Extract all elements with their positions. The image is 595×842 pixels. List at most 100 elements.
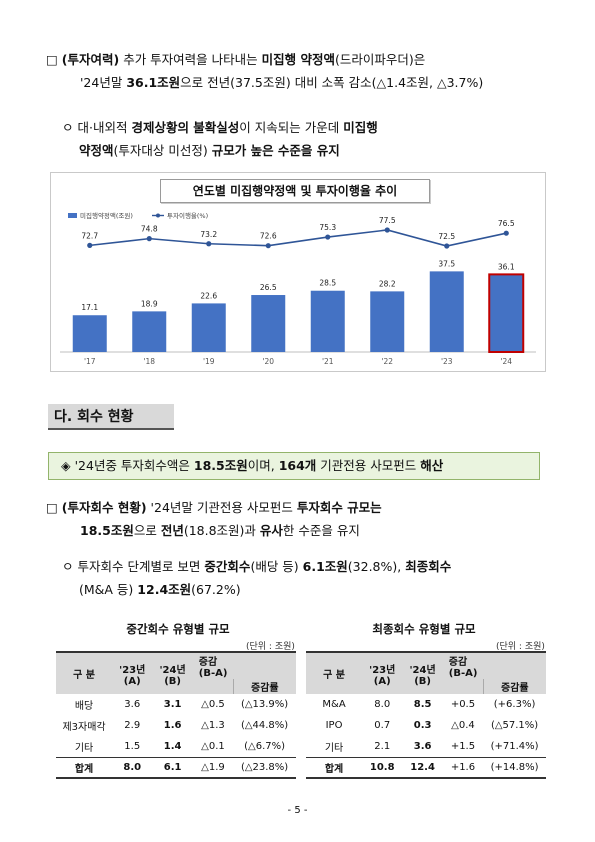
- table-cell-a: 2.1: [374, 740, 391, 752]
- header-2024: '24년 (B): [152, 651, 193, 694]
- legend-line-marker: [156, 213, 160, 218]
- text: (M&A 등): [79, 582, 138, 597]
- circle-marker: ㅇ: [62, 120, 74, 135]
- table-row: 배당 3.6 3.1 △0.5 (△13.9%): [56, 694, 296, 715]
- bar-4: [310, 290, 345, 352]
- header-2023: '23년 (A): [112, 651, 153, 694]
- table-cell-b: 8.5: [413, 699, 432, 710]
- header-rate: 증감률: [482, 679, 546, 694]
- bold-text: 미집행 약정액: [261, 52, 335, 67]
- line-value-label: 77.5: [379, 216, 396, 225]
- investment-capacity-paragraph: □ (투자여력) 추가 투자여력을 나타내는 미집행 약정액(드라이파우더)은 …: [46, 48, 556, 94]
- bar-value-label: 26.5: [260, 283, 277, 292]
- bold-text: 18.5조원: [80, 523, 134, 538]
- table-cell-b: 1.6: [163, 720, 182, 731]
- dry-powder-chart: 17.1 '17 18.9 '18 22.6 '19 26.5 '20 28.5 '21 28.2 '…: [60, 211, 536, 366]
- total-cell-diff: +1.6: [442, 756, 484, 779]
- text: 추가 투자여력을 나타내는: [119, 52, 262, 67]
- uncertainty-paragraph: ㅇ 대·내외적 경제상황의 불확실성이 지속되는 가운데 미집행 약정액(투자대…: [62, 116, 552, 162]
- text: 한 수준을 유지: [282, 523, 360, 538]
- bar-6: [429, 271, 464, 352]
- bar-value-label: 22.6: [200, 291, 217, 300]
- text: (67.2%): [191, 582, 241, 597]
- interim-recovery-table: 구 분 '23년 (A) '24년 (B) 증감 (B-A) 증감률 배당 3.6…: [56, 651, 296, 779]
- final-recovery-table-title: 최종회수 유형별 규모: [372, 622, 476, 636]
- text: 이며,: [247, 458, 279, 473]
- bar-5: [370, 291, 405, 352]
- section-heading: 다. 회수 현황: [48, 404, 174, 430]
- x-tick-label: '21: [322, 357, 334, 366]
- bold-text: 중간회수: [204, 559, 251, 574]
- circle-marker: ㅇ: [62, 559, 74, 574]
- table-row: IPO 0.7 0.3 △0.4 (△57.1%): [306, 715, 546, 736]
- table-cell-diff: △0.4: [451, 720, 475, 731]
- x-tick-label: '20: [262, 357, 274, 366]
- table-cell-rate: (+71.4%): [490, 740, 539, 752]
- bar-value-label: 36.1: [498, 262, 515, 271]
- text: '24년말 기관전용 사모펀드: [146, 500, 297, 515]
- bold-text: 164개: [278, 458, 317, 473]
- table-row: 제3자매각 2.9 1.6 △1.3 (△44.8%): [56, 715, 296, 736]
- x-tick-label: '18: [143, 357, 155, 366]
- unit-label: (단위 : 조원): [496, 642, 545, 652]
- table-cell-name: 제3자매각: [62, 722, 106, 733]
- bold-text: 36.1조원: [126, 75, 181, 90]
- table-cell-rate: (△57.1%): [490, 720, 539, 731]
- x-tick-label: '23: [441, 357, 453, 366]
- table-cell-diff: △1.3: [201, 720, 225, 731]
- table-cell-rate: (△44.8%): [240, 720, 289, 731]
- line-value-label: 72.7: [81, 231, 98, 240]
- line-point-1: [146, 236, 152, 242]
- bar-value-label: 17.1: [81, 303, 98, 312]
- text: (투자대상 미선정): [113, 143, 212, 158]
- header-spacer: [442, 679, 484, 694]
- line-point-4: [325, 234, 331, 240]
- text: '24년중 투자회수액은: [70, 458, 194, 473]
- line-point-3: [265, 243, 271, 249]
- page-number: - 5 -: [287, 805, 308, 816]
- total-cell-rate: (+14.8%): [483, 756, 546, 779]
- total-cell-rate: (△23.8%): [233, 756, 296, 779]
- line-value-label: 74.8: [141, 225, 158, 234]
- total-cell-b: 6.1: [152, 756, 193, 779]
- bar-value-label: 28.5: [319, 279, 336, 288]
- table-cell-diff: △0.5: [201, 699, 225, 710]
- line-value-label: 72.6: [260, 232, 277, 241]
- x-tick-label: '19: [203, 357, 215, 366]
- table-cell-name: M&A: [322, 699, 346, 710]
- table-cell-rate: (△13.9%): [240, 699, 289, 710]
- chart-title: 연도별 미집행약정액 및 투자이행율 추이: [160, 179, 430, 203]
- text: 으로 전년(37.5조원) 대비 소폭 감소(△1.4조원, △3.7%): [180, 75, 484, 90]
- final-recovery-table: 구 분 '23년 (A) '24년 (B) 증감 (B-A) 증감률 M&A 8.…: [306, 651, 546, 779]
- bold-text: 해산: [420, 458, 444, 473]
- total-cell-name: 합계: [306, 756, 363, 779]
- line-point-7: [503, 230, 509, 236]
- table-cell-a: 8.0: [374, 699, 391, 710]
- table-cell-name: 기타: [324, 742, 344, 754]
- table-cell-name: 기타: [74, 742, 94, 754]
- bold-text: 규모가 높은 수준을 유지: [211, 143, 340, 158]
- header-change: 증감 (B-A): [192, 651, 296, 679]
- legend-bar-label: 미집행약정액(조원): [80, 211, 133, 220]
- bar-7: [488, 273, 525, 353]
- recovery-status-paragraph: □ (투자회수 현황) '24년말 기관전용 사모펀드 투자회수 규모는 18.…: [46, 496, 556, 542]
- text: (32.8%),: [347, 559, 406, 574]
- bar-value-label: 37.5: [438, 259, 455, 268]
- bold-text: 경제상황의 불확실성: [131, 120, 240, 135]
- table-total-row: 합계 8.0 6.1 △1.9 (△23.8%): [56, 756, 296, 779]
- bold-text: 12.4조원: [137, 582, 192, 597]
- header-2024: '24년 (B): [402, 651, 443, 694]
- line-value-label: 76.5: [498, 219, 515, 228]
- total-cell-a: 8.0: [112, 756, 153, 779]
- text: 이 지속되는 가운데: [239, 120, 344, 135]
- table-cell-name: 배당: [74, 701, 94, 712]
- unit-label: (단위 : 조원): [246, 642, 295, 652]
- table-cell-diff: +1.5: [450, 740, 476, 752]
- header-type: 구 분: [306, 651, 363, 694]
- x-tick-label: '22: [381, 357, 393, 366]
- interim-recovery-table-title: 중간회수 유형별 규모: [126, 622, 230, 636]
- text: (18.8조원)과: [183, 523, 260, 538]
- summary-box: ◈ '24년중 투자회수액은 18.5조원이며, 164개 기관전용 사모펀드 …: [48, 452, 540, 480]
- x-tick-label: '24: [500, 357, 512, 366]
- table-cell-diff: △0.1: [201, 740, 225, 752]
